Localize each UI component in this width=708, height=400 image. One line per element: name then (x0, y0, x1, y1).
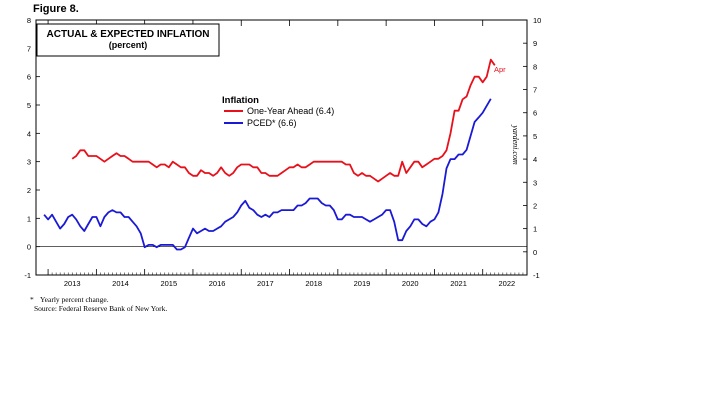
y-right-tick-label: 5 (533, 132, 537, 141)
y-right-tick-label: 2 (533, 201, 537, 210)
legend-label-pced: PCED* (6.6) (247, 118, 297, 128)
x-tick-label: 2016 (209, 279, 226, 288)
y-right-tick-label: 3 (533, 178, 537, 187)
footnote-1-text: Yearly percent change. (40, 295, 109, 304)
footnotes: * Yearly percent change. Source: Federal … (30, 295, 167, 313)
y-left-tick-label: 8 (27, 16, 31, 25)
y-left-tick-label: 2 (27, 186, 31, 195)
y-left-tick-label: 4 (27, 129, 31, 138)
y-right-tick-label: 6 (533, 109, 537, 118)
footnote-star: * (30, 295, 34, 304)
footnote-2: Source: Federal Reserve Bank of New York… (30, 304, 167, 313)
y-right-tick-label: 7 (533, 86, 537, 95)
x-tick-label: 2019 (354, 279, 371, 288)
footnote-1: * Yearly percent change. (30, 295, 167, 304)
chart-subtitle: (percent) (109, 40, 148, 50)
x-tick-label: 2021 (450, 279, 467, 288)
plot-frame (35, 19, 528, 276)
series-line-pced (43, 98, 492, 251)
y-left-tick-label: -1 (24, 271, 31, 280)
legend-title: Inflation (222, 95, 259, 106)
y-left-tick-label: 5 (27, 101, 31, 110)
figure-label: Figure 8. (33, 3, 79, 15)
y-right-tick-label: 4 (533, 155, 537, 164)
chart-title: ACTUAL & EXPECTED INFLATION (47, 29, 210, 40)
series-group (43, 58, 496, 251)
y-right-tick-label: 9 (533, 39, 537, 48)
series-line-one-year-ahead (71, 58, 496, 183)
x-tick-label: 2014 (112, 279, 129, 288)
title-box: ACTUAL & EXPECTED INFLATION (percent) (36, 23, 220, 57)
y-right-tick-label: 1 (533, 225, 537, 234)
end-label-apr: Apr (494, 65, 506, 74)
x-tick-label: 2020 (402, 279, 419, 288)
y-left-tick-label: 0 (27, 243, 31, 252)
y-left-tick-label: 7 (27, 44, 31, 53)
x-tick-label: 2018 (305, 279, 322, 288)
x-tick-label: 2015 (160, 279, 177, 288)
y-left-tick-label: 6 (27, 73, 31, 82)
y-right-tick-label: 8 (533, 62, 537, 71)
y-right-tick-label: -1 (533, 271, 540, 280)
legend: Inflation One-Year Ahead (6.4) PCED* (6.… (222, 95, 334, 128)
title-box-frame (36, 23, 220, 57)
y-left-tick-label: 3 (27, 158, 31, 167)
y-right-tick-label: 0 (533, 248, 537, 257)
watermark: yardeni.com (511, 124, 520, 165)
x-tick-label: 2013 (64, 279, 81, 288)
x-tick-label: 2017 (257, 279, 274, 288)
legend-label-one-year-ahead: One-Year Ahead (6.4) (247, 106, 334, 116)
x-tick-label: 2022 (499, 279, 516, 288)
axes-group: -1 0 1 2 3 4 5 6 7 8 -1 0 1 2 3 4 5 6 7 8 9 10 2013 2014 2015 201… (24, 16, 541, 288)
footnote-2-text: Source: Federal Reserve Bank of New York… (34, 304, 168, 313)
y-right-tick-label: 10 (533, 16, 541, 25)
y-left-tick-label: 1 (27, 214, 31, 223)
